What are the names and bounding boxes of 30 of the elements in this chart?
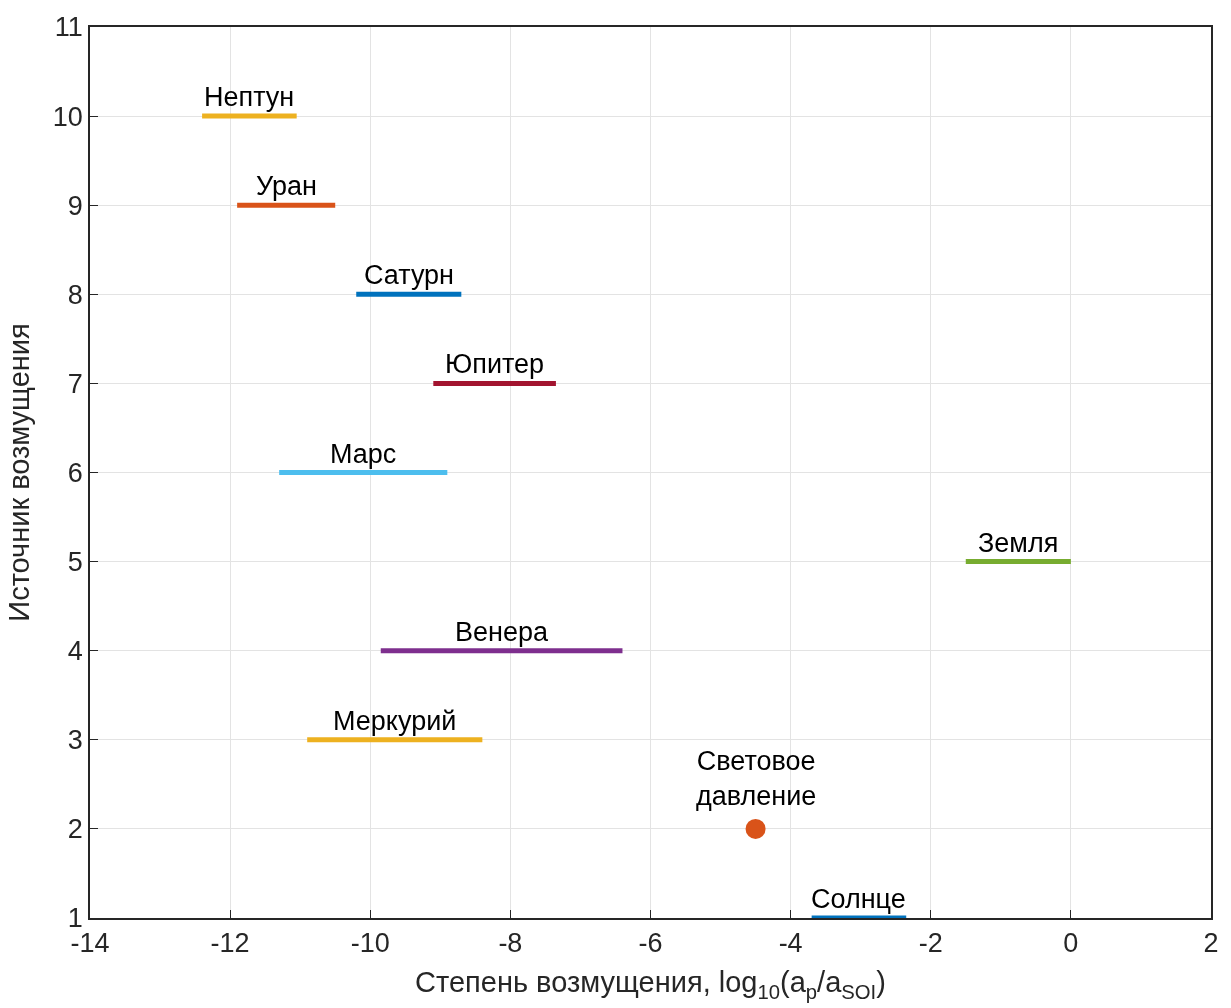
x-tick-label: 0 — [1063, 928, 1079, 959]
series-label: Уран — [256, 171, 317, 201]
series-label: Юпитер — [445, 349, 545, 379]
y-tick-label: 10 — [52, 101, 83, 132]
series-label: Венера — [455, 617, 549, 647]
x-tick-label: -12 — [210, 928, 250, 959]
y-tick-label: 5 — [67, 547, 83, 578]
y-tick-label: 2 — [67, 814, 83, 845]
series-label: Марс — [330, 439, 397, 469]
y-tick-label: 4 — [67, 636, 83, 667]
x-tick-label: 2 — [1203, 928, 1219, 959]
x-tick-label: -2 — [918, 928, 943, 959]
series-label: Световое давление — [696, 746, 817, 812]
series-label: Земля — [978, 528, 1059, 558]
series-label: Меркурий — [333, 706, 457, 736]
series-label: Сатурн — [364, 260, 455, 290]
x-axis-title: Степень возмущения, log$_{10}$(a$_{p}$/a$_{SOI}$) — [415, 966, 886, 1003]
x-tick-label: -4 — [778, 928, 803, 959]
y-tick-label: 3 — [67, 725, 83, 756]
y-axis-title: Источник возмущения — [2, 323, 35, 622]
x-tick-label: -8 — [498, 928, 523, 959]
series-label: Нептун — [204, 82, 295, 112]
series-label: Солнце — [811, 884, 906, 914]
y-tick-label: 7 — [67, 368, 83, 399]
y-tick-label: 8 — [67, 279, 83, 310]
y-tick-label: 6 — [67, 457, 83, 488]
y-tick-label: 9 — [67, 190, 83, 221]
y-tick-label: 11 — [54, 12, 83, 43]
x-tick-label: -10 — [350, 928, 390, 959]
x-tick-label: -6 — [638, 928, 663, 959]
